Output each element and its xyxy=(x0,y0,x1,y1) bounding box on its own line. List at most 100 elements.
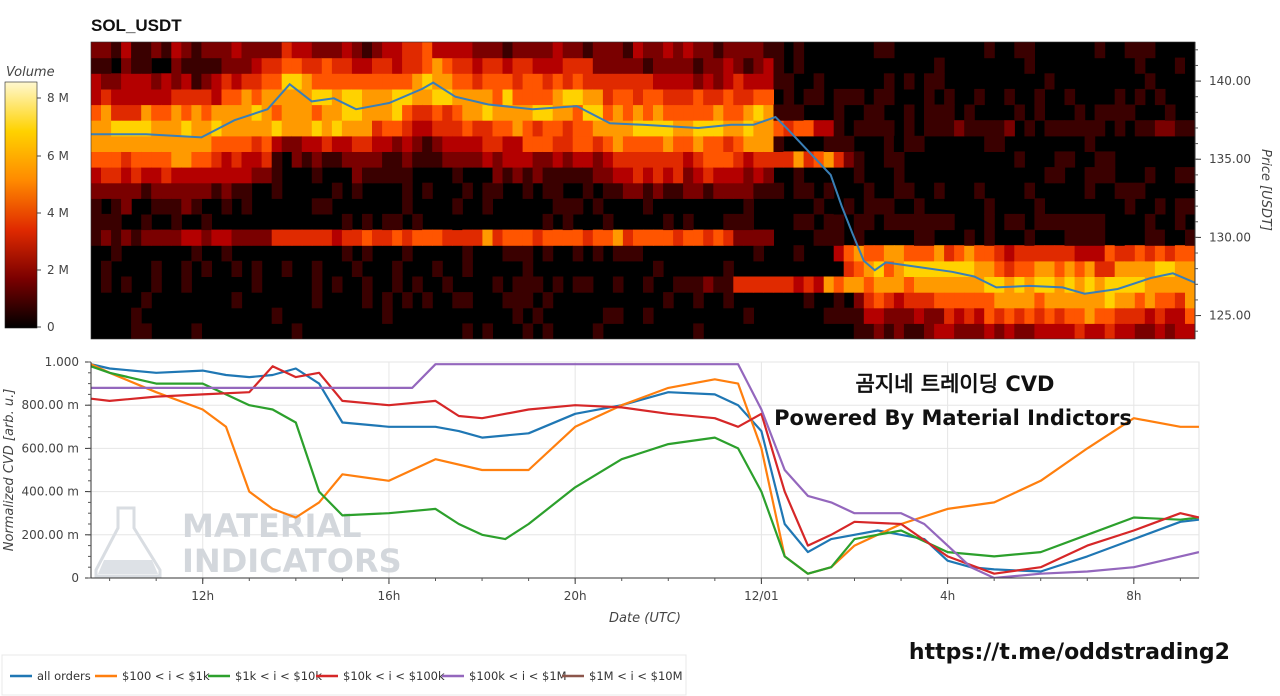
heatmap-cell xyxy=(251,88,263,106)
price-tick-label: 130.00 xyxy=(1209,230,1251,244)
heatmap-cell xyxy=(1154,323,1166,339)
heatmap-cell xyxy=(1185,57,1195,74)
heatmap-cell xyxy=(723,120,734,137)
heatmap-cell xyxy=(1104,167,1116,184)
heatmap-cell xyxy=(1185,120,1195,137)
heatmap-cell xyxy=(301,135,313,152)
heatmap-cell xyxy=(572,167,584,184)
heatmap-cell xyxy=(121,42,132,59)
heatmap-cell xyxy=(151,260,162,277)
heatmap-cell xyxy=(211,104,222,121)
heatmap-cell xyxy=(171,229,182,246)
heatmap-cell xyxy=(763,276,774,293)
heatmap-cell xyxy=(161,182,172,199)
heatmap-cell xyxy=(673,135,684,152)
heatmap-cell xyxy=(432,120,443,137)
heatmap-cell xyxy=(602,57,614,74)
heatmap-cell xyxy=(723,292,734,309)
heatmap-cell xyxy=(773,182,785,199)
heatmap-cell xyxy=(663,88,674,106)
heatmap-cell xyxy=(893,307,905,324)
heatmap-cell xyxy=(813,229,825,246)
heatmap-cell xyxy=(994,307,1005,324)
heatmap-cell xyxy=(452,104,463,121)
heatmap-cell xyxy=(1154,88,1166,106)
heatmap-cell xyxy=(131,57,142,74)
heatmap-cell xyxy=(643,182,654,199)
heatmap-cell xyxy=(743,42,754,59)
heatmap-cell xyxy=(723,135,734,152)
heatmap-cell xyxy=(733,42,744,59)
legend-item[interactable]: $100 < i < $1k xyxy=(95,669,210,683)
legend-item[interactable]: $10k < i < $100k xyxy=(316,669,445,683)
heatmap-cell xyxy=(191,104,202,121)
heatmap-cell xyxy=(412,88,423,106)
heatmap-cell xyxy=(392,57,403,74)
heatmap-cell xyxy=(402,167,413,184)
heatmap-cell xyxy=(341,135,353,152)
heatmap-cell xyxy=(823,120,835,137)
heatmap-cell xyxy=(442,151,453,168)
heatmap-cell xyxy=(843,151,855,168)
heatmap-cell xyxy=(984,245,995,262)
heatmap-cell xyxy=(1084,260,1096,277)
heatmap-cell xyxy=(502,229,514,246)
heatmap-cell xyxy=(954,307,965,324)
heatmap-cell xyxy=(1124,307,1136,324)
heatmap-cell xyxy=(893,182,905,199)
heatmap-cell xyxy=(643,167,654,184)
heatmap-cell xyxy=(903,182,915,199)
heatmap-cell xyxy=(121,167,132,184)
heatmap-cell xyxy=(924,292,935,309)
heatmap-cell xyxy=(612,276,624,293)
legend-item[interactable]: $1M < i < $10M xyxy=(562,669,683,683)
heatmap-cell xyxy=(201,42,212,59)
heatmap-cell xyxy=(622,182,634,199)
heatmap-cell xyxy=(462,120,473,137)
heatmap-cell xyxy=(392,135,403,152)
heatmap-cell xyxy=(703,120,714,137)
heatmap-cell xyxy=(883,307,895,324)
legend-item[interactable]: $100k < i < $1M xyxy=(442,669,567,683)
heatmap-cell xyxy=(552,135,564,152)
heatmap-cell xyxy=(693,73,704,90)
heatmap-cell xyxy=(141,88,152,106)
heatmap-cell xyxy=(492,120,504,137)
heatmap-cell xyxy=(402,57,413,74)
heatmap-cell xyxy=(492,276,504,293)
legend-item[interactable]: $1k < i < $10k xyxy=(208,669,322,683)
heatmap-cell xyxy=(131,104,142,121)
heatmap-cell xyxy=(311,260,323,277)
heatmap-cell xyxy=(382,104,393,121)
heatmap-cell xyxy=(653,260,664,277)
heatmap-cell xyxy=(522,120,534,137)
heatmap-cell xyxy=(121,88,132,106)
heatmap-cell xyxy=(201,135,212,152)
heatmap-cell xyxy=(392,120,403,137)
heatmap-cell xyxy=(522,167,534,184)
heatmap-cell xyxy=(743,151,754,168)
telegram-link[interactable]: https://t.me/oddstrading2 xyxy=(909,640,1230,665)
heatmap-cell xyxy=(723,182,734,199)
heatmap-cell xyxy=(703,167,714,184)
heatmap-cell xyxy=(151,198,162,215)
heatmap-cell xyxy=(432,151,443,168)
heatmap-cell xyxy=(542,213,554,231)
legend-item[interactable]: all orders xyxy=(10,669,91,683)
heatmap-cell xyxy=(552,88,564,106)
price-line xyxy=(91,81,1195,295)
heatmap-cell xyxy=(633,120,644,137)
heatmap-cell xyxy=(472,151,483,168)
heatmap-cell xyxy=(1024,307,1035,324)
heatmap-cell xyxy=(954,120,965,137)
heatmap-cell xyxy=(492,182,504,199)
heatmap-cell xyxy=(552,73,564,90)
cvd-y-axis-title: Normalized CVD [arb. u.] xyxy=(2,389,17,552)
heatmap-cell xyxy=(592,198,604,215)
heatmap-cell xyxy=(291,42,303,59)
heatmap-cell xyxy=(643,73,654,90)
heatmap-cell xyxy=(512,292,524,309)
heatmap-cell xyxy=(231,135,243,152)
heatmap-cell xyxy=(1034,198,1045,215)
heatmap-cell xyxy=(723,73,734,90)
